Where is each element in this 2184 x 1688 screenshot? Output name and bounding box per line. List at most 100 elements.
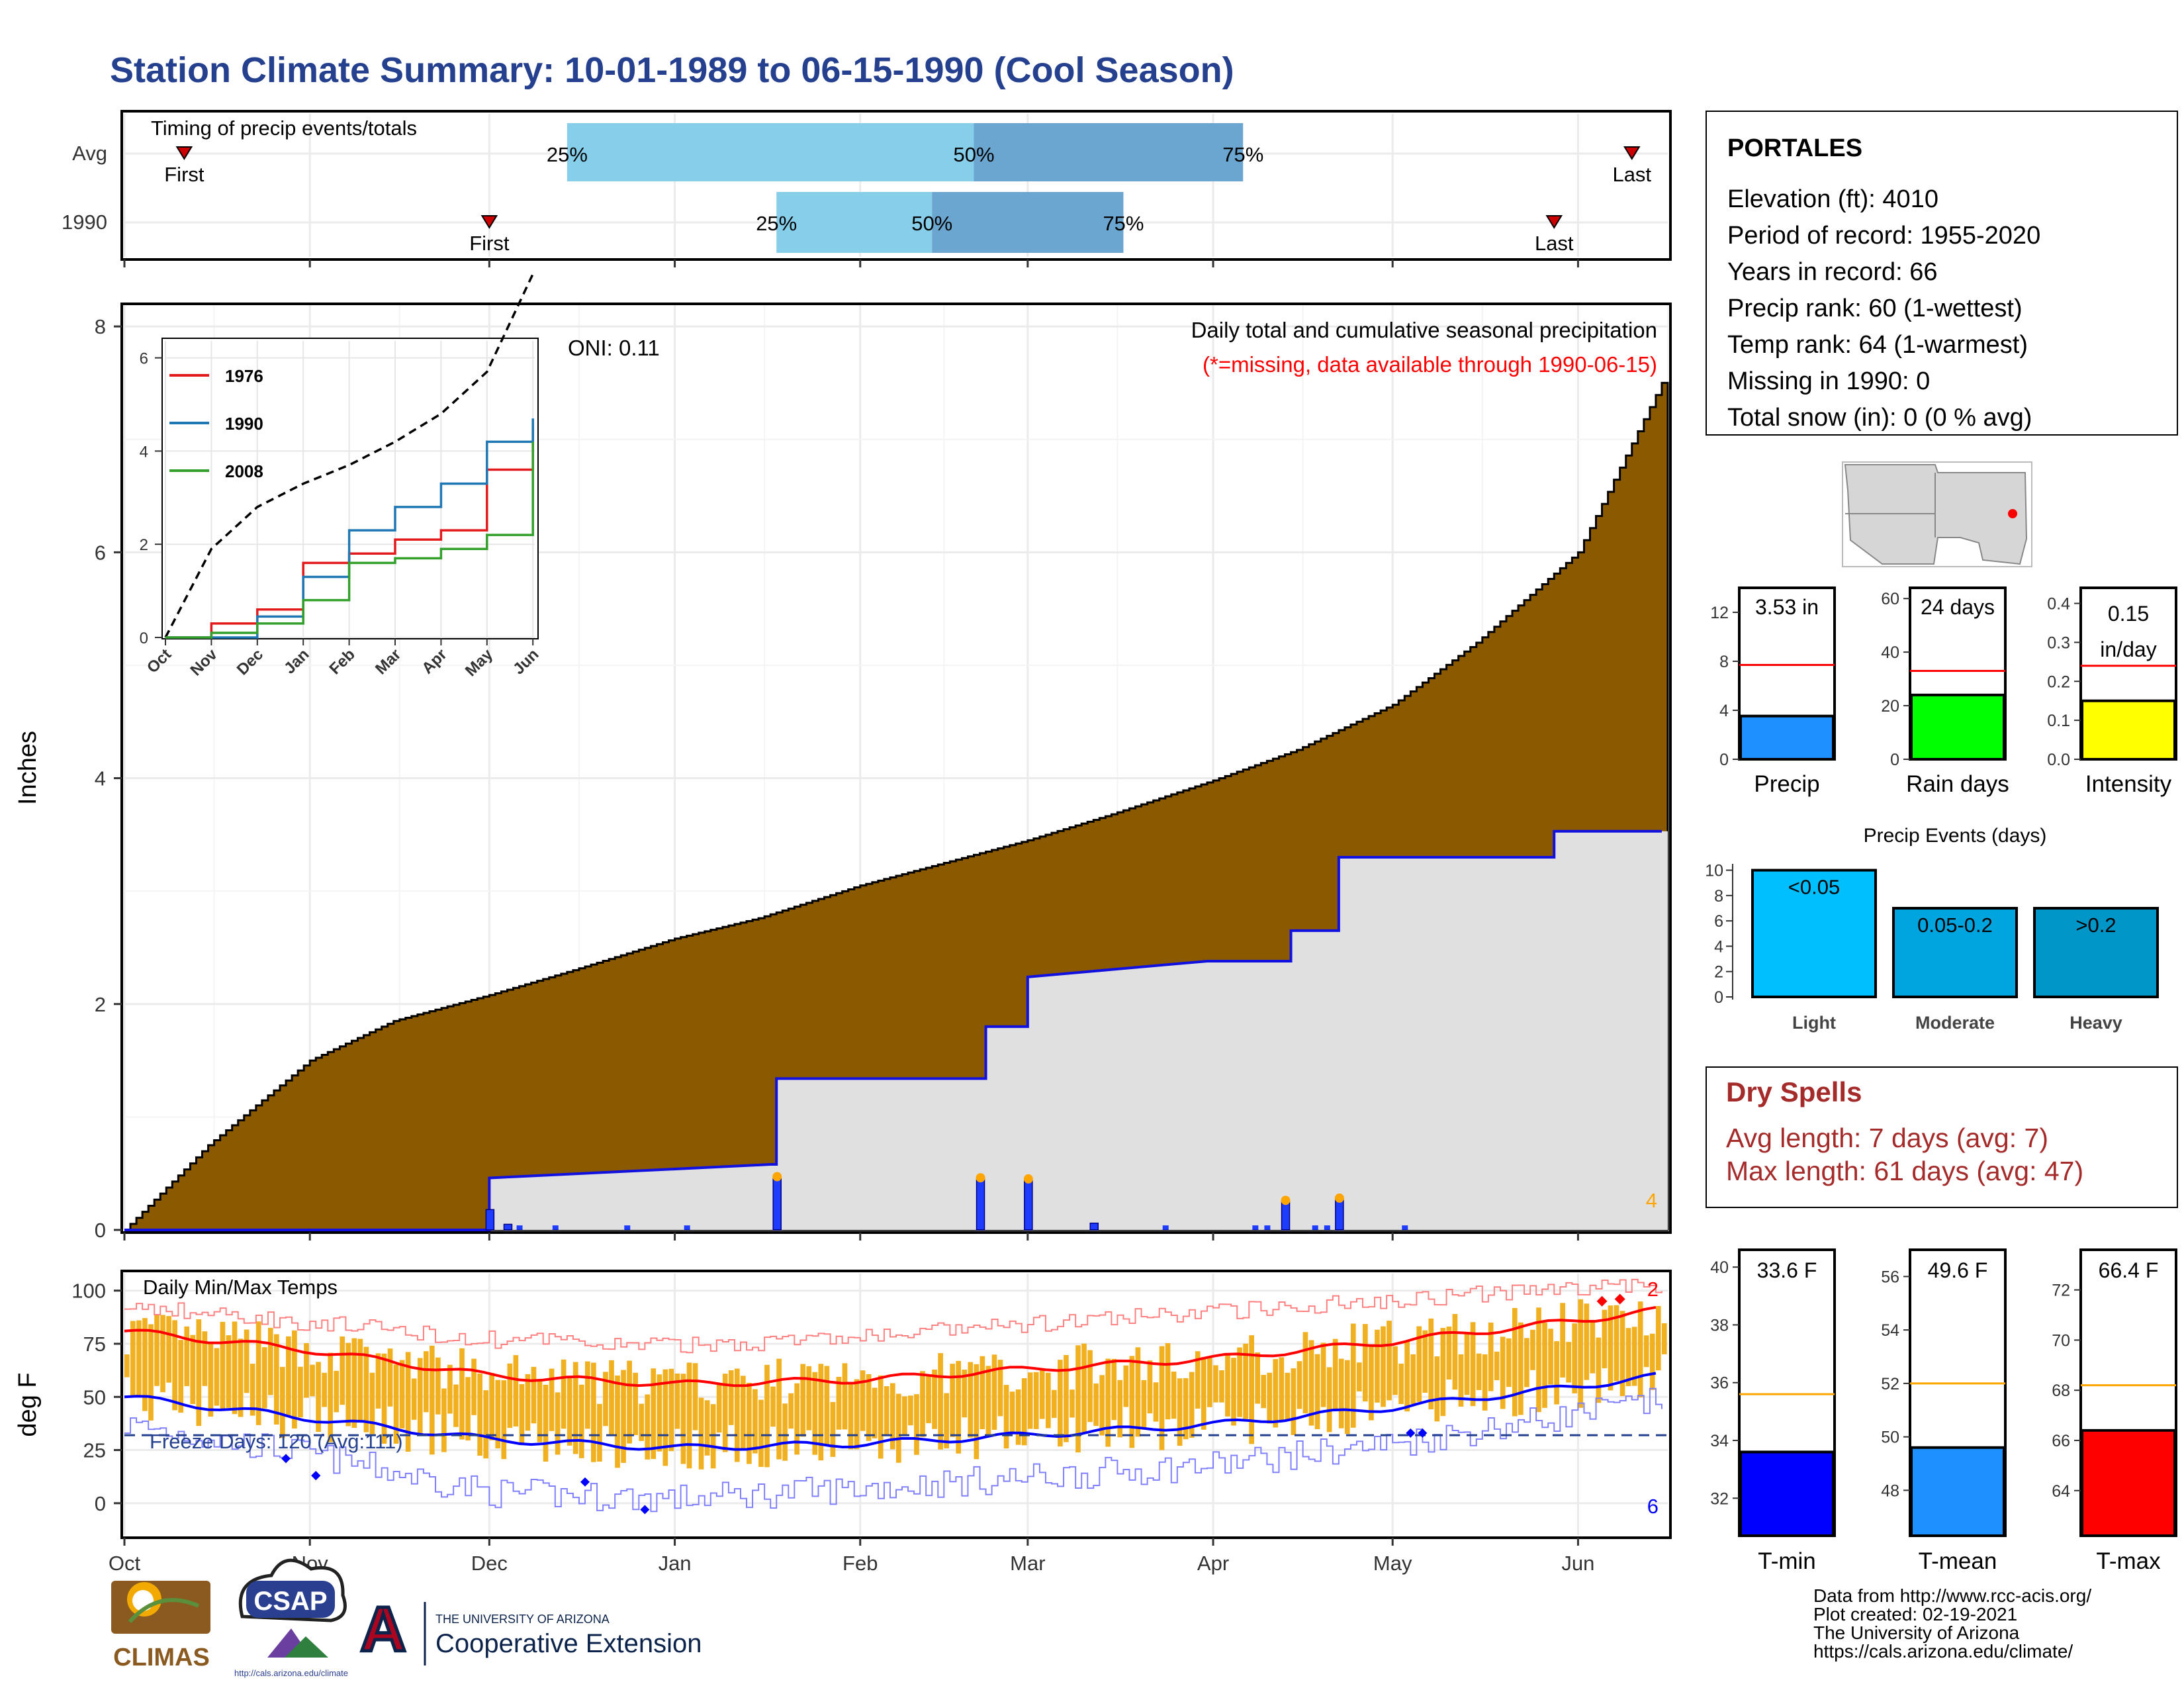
temp-ytick-label: 50 — [83, 1385, 106, 1409]
daily-temp-bar — [740, 1376, 746, 1450]
station-box: PORTALES Elevation (ft): 4010 Period of r… — [1706, 111, 2178, 436]
record-low-marker — [1406, 1428, 1416, 1438]
daily-temp-bar — [411, 1378, 417, 1420]
daily-temp-bar — [1111, 1358, 1117, 1421]
daily-temp-bar — [459, 1348, 465, 1440]
heavy-day-marker — [976, 1173, 985, 1183]
daily-temp-bar — [1105, 1358, 1111, 1447]
mini-bar-label-intensity: Intensity — [2085, 771, 2172, 797]
daily-temp-bar — [944, 1393, 949, 1449]
daily-temp-bar — [938, 1353, 943, 1450]
record-high-marker — [1596, 1295, 1608, 1307]
temp-summary-label-tmean: T-mean — [1919, 1548, 1997, 1574]
daily-temp-bar — [806, 1366, 812, 1430]
daily-temp-bar — [561, 1359, 567, 1429]
daily-temp-bar — [1643, 1335, 1649, 1368]
daily-temp-bar — [250, 1364, 255, 1416]
y1990-cumulative-line — [124, 829, 1662, 1231]
daily-temp-bar — [429, 1345, 435, 1455]
daily-temp-bar — [1147, 1360, 1153, 1414]
daily-temp-bar — [154, 1314, 159, 1386]
timing-marker-label-avg-first: First — [164, 163, 205, 186]
csap-logo: CSAP http://cals.arizona.edu/climate — [234, 1558, 348, 1678]
daily-temp-bar — [902, 1396, 907, 1436]
daily-temp-bar — [1578, 1299, 1584, 1408]
ua-logo-small: THE UNIVERSITY OF ARIZONA — [435, 1613, 610, 1626]
daily-temp-bar — [1548, 1329, 1553, 1385]
daily-temp-bar — [1093, 1383, 1099, 1427]
daily-temp-bar — [1033, 1372, 1039, 1429]
record-low-marker — [1418, 1428, 1428, 1438]
precip-summary-bars: 0 4 8 12 3.53 in Precip 0 20 40 60 24 days Rain day… — [1710, 586, 2177, 797]
daily-temp-bar — [1165, 1343, 1171, 1420]
daily-precip-bar — [503, 1223, 513, 1231]
daily-temp-bar — [591, 1362, 596, 1462]
daily-temp-bar — [340, 1336, 345, 1405]
event-bar-moderate — [1892, 907, 2018, 998]
daily-temp-bar — [812, 1372, 818, 1455]
daily-temp-bar — [304, 1343, 309, 1398]
daily-temp-bar — [1506, 1338, 1512, 1387]
daily-temp-bar — [525, 1374, 531, 1431]
mini-bar-ytick-label: 20 — [1881, 697, 1899, 716]
daily-temp-bar — [531, 1366, 537, 1424]
daily-precip-bar-small — [552, 1225, 559, 1230]
events-ytick-label: 6 — [1714, 912, 1723, 931]
daily-precip-bar-small — [516, 1225, 523, 1230]
precip-ytick-label: 0 — [95, 1219, 106, 1242]
daily-temp-bar — [1219, 1370, 1224, 1403]
daily-temp-bar — [884, 1386, 889, 1436]
daily-temp-bar — [866, 1374, 872, 1441]
record-high-marker — [1614, 1293, 1625, 1305]
temp-summary-ytick-label: 68 — [2052, 1382, 2070, 1400]
daily-temp-bar — [1302, 1332, 1308, 1413]
daily-temp-bar — [1237, 1347, 1242, 1417]
daily-temp-bar — [1428, 1318, 1434, 1409]
daily-temp-bar — [1494, 1351, 1500, 1381]
mini-bar-label-rain_days: Rain days — [1906, 771, 2009, 797]
temp-xtick-label: Jun — [1561, 1552, 1594, 1575]
inset-legend: 1976 1990 2008 — [169, 366, 263, 481]
daily-temp-bar — [1021, 1378, 1027, 1446]
timing-bar-25-50-avg — [567, 123, 974, 181]
daily-temp-bar — [298, 1366, 303, 1418]
daily-temp-bar — [1291, 1368, 1297, 1435]
daily-temp-bar — [1524, 1338, 1529, 1387]
daily-temp-bar — [357, 1338, 363, 1421]
daily-temp-bar — [1261, 1375, 1267, 1409]
station-info-line: Years in record: 66 — [1727, 258, 1938, 286]
daily-temp-bar — [1590, 1321, 1596, 1374]
daily-temp-bar — [1452, 1313, 1458, 1390]
daily-temp-bar — [920, 1371, 925, 1437]
daily-temp-bar — [1375, 1329, 1380, 1403]
daily-precip-bar-small — [1162, 1225, 1169, 1230]
temp-summary-label-tmin: T-min — [1758, 1548, 1816, 1574]
daily-temp-bar — [375, 1353, 381, 1409]
timing-pct-label-avg-p25: 25% — [547, 143, 588, 166]
mini-bar-ytick-label: 0 — [1890, 751, 1899, 769]
daily-temp-bar — [310, 1364, 315, 1397]
university-of-arizona-logo: A THE UNIVERSITY OF ARIZONA Cooperative … — [359, 1593, 702, 1667]
daily-temp-bar — [1476, 1353, 1482, 1390]
mini-bar-ytick-label: 4 — [1719, 702, 1729, 720]
daily-temp-bar — [507, 1363, 513, 1429]
daily-temp-bar — [1344, 1360, 1350, 1434]
daily-temp-bar — [716, 1384, 722, 1433]
daily-temp-bar — [369, 1372, 375, 1434]
temp-summary-ytick-label: 56 — [1881, 1268, 1899, 1286]
daily-temp-bar — [1566, 1342, 1572, 1383]
temp-summary-ytick-label: 50 — [1881, 1429, 1899, 1447]
daily-temp-bar — [1584, 1303, 1590, 1380]
daily-temp-bar — [848, 1382, 854, 1450]
event-bar-heavy — [2033, 907, 2159, 998]
mini-bar-label-precip: Precip — [1754, 771, 1819, 797]
daily-temp-bar — [226, 1335, 232, 1408]
heavy-day-marker — [1334, 1193, 1344, 1203]
daily-temp-bar — [788, 1393, 794, 1429]
daily-temp-bar — [1410, 1354, 1416, 1405]
heavy-day-marker — [772, 1172, 782, 1182]
daily-temp-bar — [1177, 1378, 1183, 1446]
timing-pct-label-y1990-p75: 75% — [1103, 212, 1144, 235]
daily-temp-bar — [261, 1347, 267, 1409]
daily-temp-bar — [645, 1394, 651, 1460]
